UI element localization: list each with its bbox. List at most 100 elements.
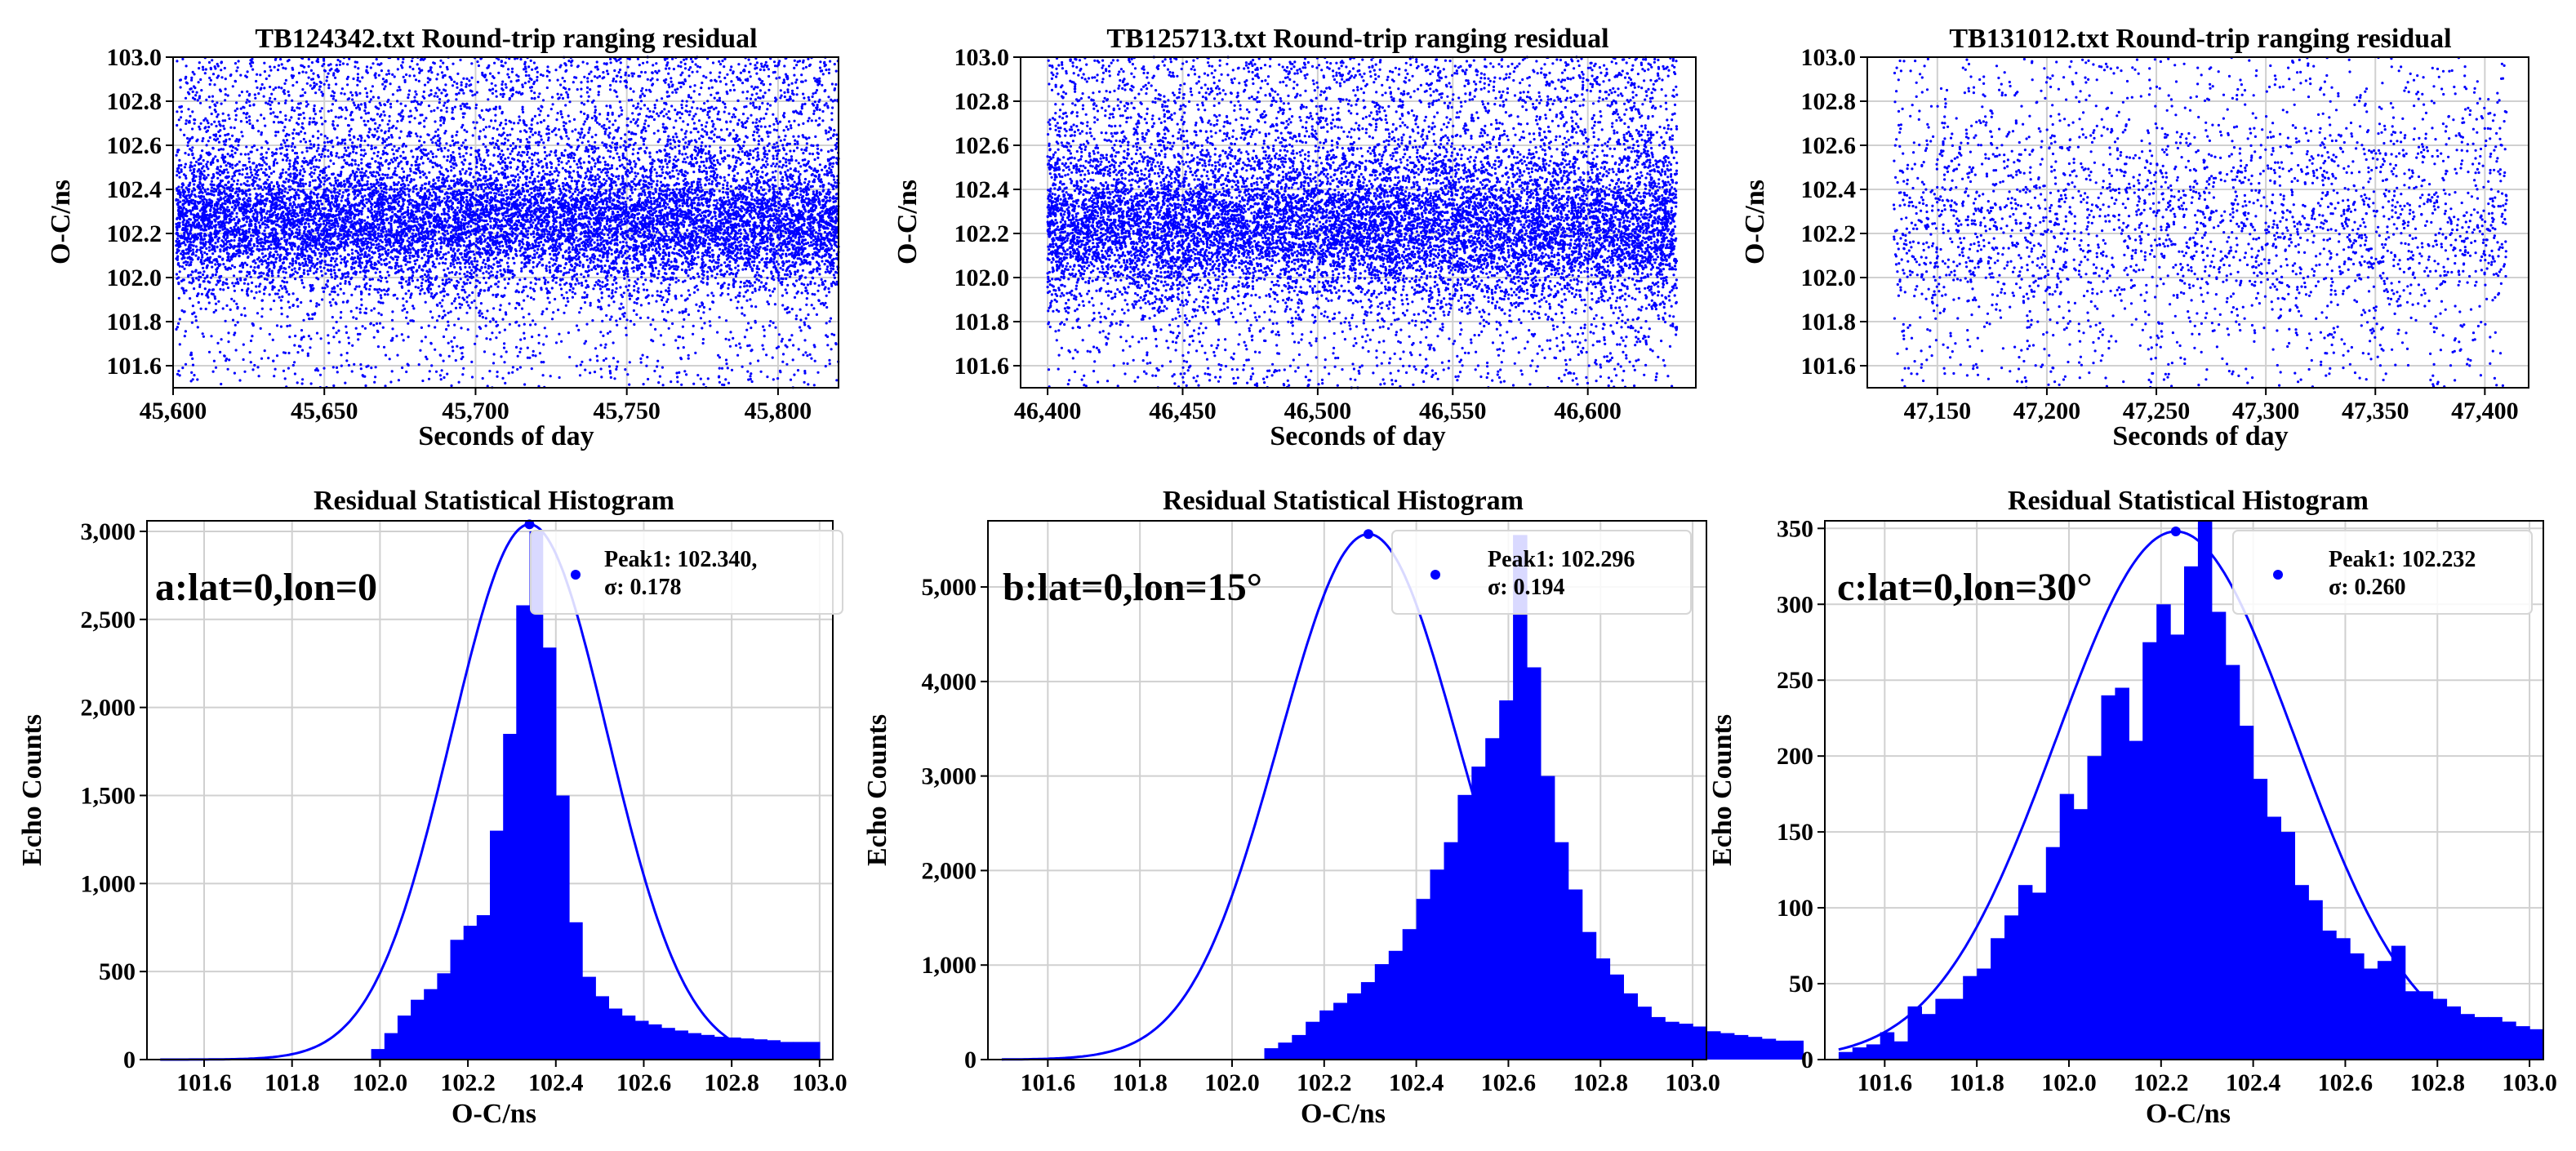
scatter-point — [240, 131, 242, 133]
scatter-point — [725, 362, 727, 365]
scatter-point — [555, 118, 558, 121]
scatter-point — [433, 212, 435, 215]
scatter-point — [252, 213, 255, 216]
scatter-point — [196, 219, 198, 221]
scatter-point — [443, 269, 445, 271]
scatter-point — [271, 288, 274, 291]
scatter-point — [423, 254, 425, 256]
scatter-point — [289, 165, 291, 167]
scatter-point — [454, 241, 456, 243]
scatter-point — [452, 84, 454, 87]
scatter-point — [519, 58, 522, 60]
scatter-point — [729, 89, 732, 91]
scatter-point — [320, 270, 323, 273]
scatter-point — [296, 298, 299, 300]
scatter-point — [412, 156, 414, 158]
scatter-point — [331, 257, 334, 260]
scatter-point — [730, 80, 732, 82]
scatter-point — [508, 184, 510, 186]
scatter-point — [429, 233, 432, 235]
scatter-point — [420, 282, 423, 284]
scatter-point — [211, 113, 213, 115]
scatter-point — [547, 114, 549, 117]
scatter-point — [775, 77, 777, 79]
scatter-point — [603, 62, 606, 64]
scatter-point — [800, 329, 803, 331]
scatter-point — [455, 233, 457, 236]
scatter-point — [480, 167, 483, 170]
scatter-point — [565, 135, 567, 137]
scatter-point — [715, 199, 718, 202]
scatter-point — [384, 146, 386, 149]
scatter-point — [599, 344, 602, 346]
scatter-point — [190, 87, 193, 90]
scatter-point — [273, 247, 275, 250]
scatter-point — [542, 170, 545, 172]
scatter-point — [475, 194, 478, 197]
scatter-point — [226, 259, 229, 261]
scatter-point — [488, 108, 491, 110]
scatter-point — [735, 109, 737, 111]
scatter-point — [496, 232, 499, 234]
scatter-point — [179, 176, 181, 179]
scatter-point — [808, 136, 810, 139]
scatter-point — [353, 363, 355, 366]
scatter-point — [283, 181, 286, 184]
scatter-point — [632, 104, 634, 107]
scatter-point — [551, 287, 554, 289]
scatter-point — [498, 331, 501, 334]
scatter-point — [392, 93, 394, 96]
scatter-point — [466, 244, 469, 247]
scatter-point — [640, 90, 643, 92]
scatter-point — [300, 140, 302, 143]
scatter-point — [558, 333, 560, 336]
scatter-point — [710, 274, 713, 277]
scatter-point — [727, 203, 729, 206]
scatter-point — [687, 289, 690, 291]
scatter-point — [485, 337, 487, 340]
scatter-point — [813, 109, 816, 112]
scatter-point — [608, 136, 611, 139]
scatter-point — [516, 198, 518, 201]
scatter-point — [293, 252, 296, 255]
scatter-point — [834, 277, 836, 279]
scatter-point — [758, 135, 760, 137]
scatter-point — [292, 201, 295, 203]
scatter-point — [619, 318, 621, 320]
scatter-point — [280, 87, 283, 89]
scatter-point — [776, 158, 778, 160]
scatter-point — [525, 70, 527, 73]
scatter-point — [398, 147, 400, 149]
scatter-point — [643, 143, 645, 145]
scatter-point — [643, 104, 646, 106]
scatter-point — [462, 116, 465, 118]
scatter-point — [327, 84, 330, 87]
scatter-point — [739, 346, 741, 349]
scatter-point — [455, 359, 457, 362]
scatter-point — [499, 269, 501, 272]
scatter-point — [462, 141, 465, 144]
scatter-point — [415, 132, 417, 135]
scatter-point — [359, 271, 362, 273]
scatter-point — [438, 262, 440, 264]
scatter-point — [530, 60, 532, 62]
scatter-point — [476, 122, 478, 124]
scatter-point — [665, 113, 668, 115]
scatter-point — [668, 194, 670, 197]
scatter-point — [589, 261, 591, 264]
scatter-point — [764, 166, 767, 168]
scatter-point — [615, 368, 617, 371]
scatter-point — [289, 262, 291, 264]
scatter-point — [656, 360, 659, 362]
scatter-point — [340, 317, 342, 319]
scatter-point — [290, 116, 292, 118]
scatter-point — [416, 93, 418, 96]
scatter-point — [344, 282, 346, 285]
scatter-point — [723, 229, 726, 232]
scatter-point — [756, 173, 759, 176]
scatter-point — [572, 246, 574, 248]
scatter-point — [431, 188, 434, 190]
scatter-point — [567, 331, 570, 334]
scatter-point — [717, 282, 719, 285]
scatter-point — [326, 76, 328, 78]
